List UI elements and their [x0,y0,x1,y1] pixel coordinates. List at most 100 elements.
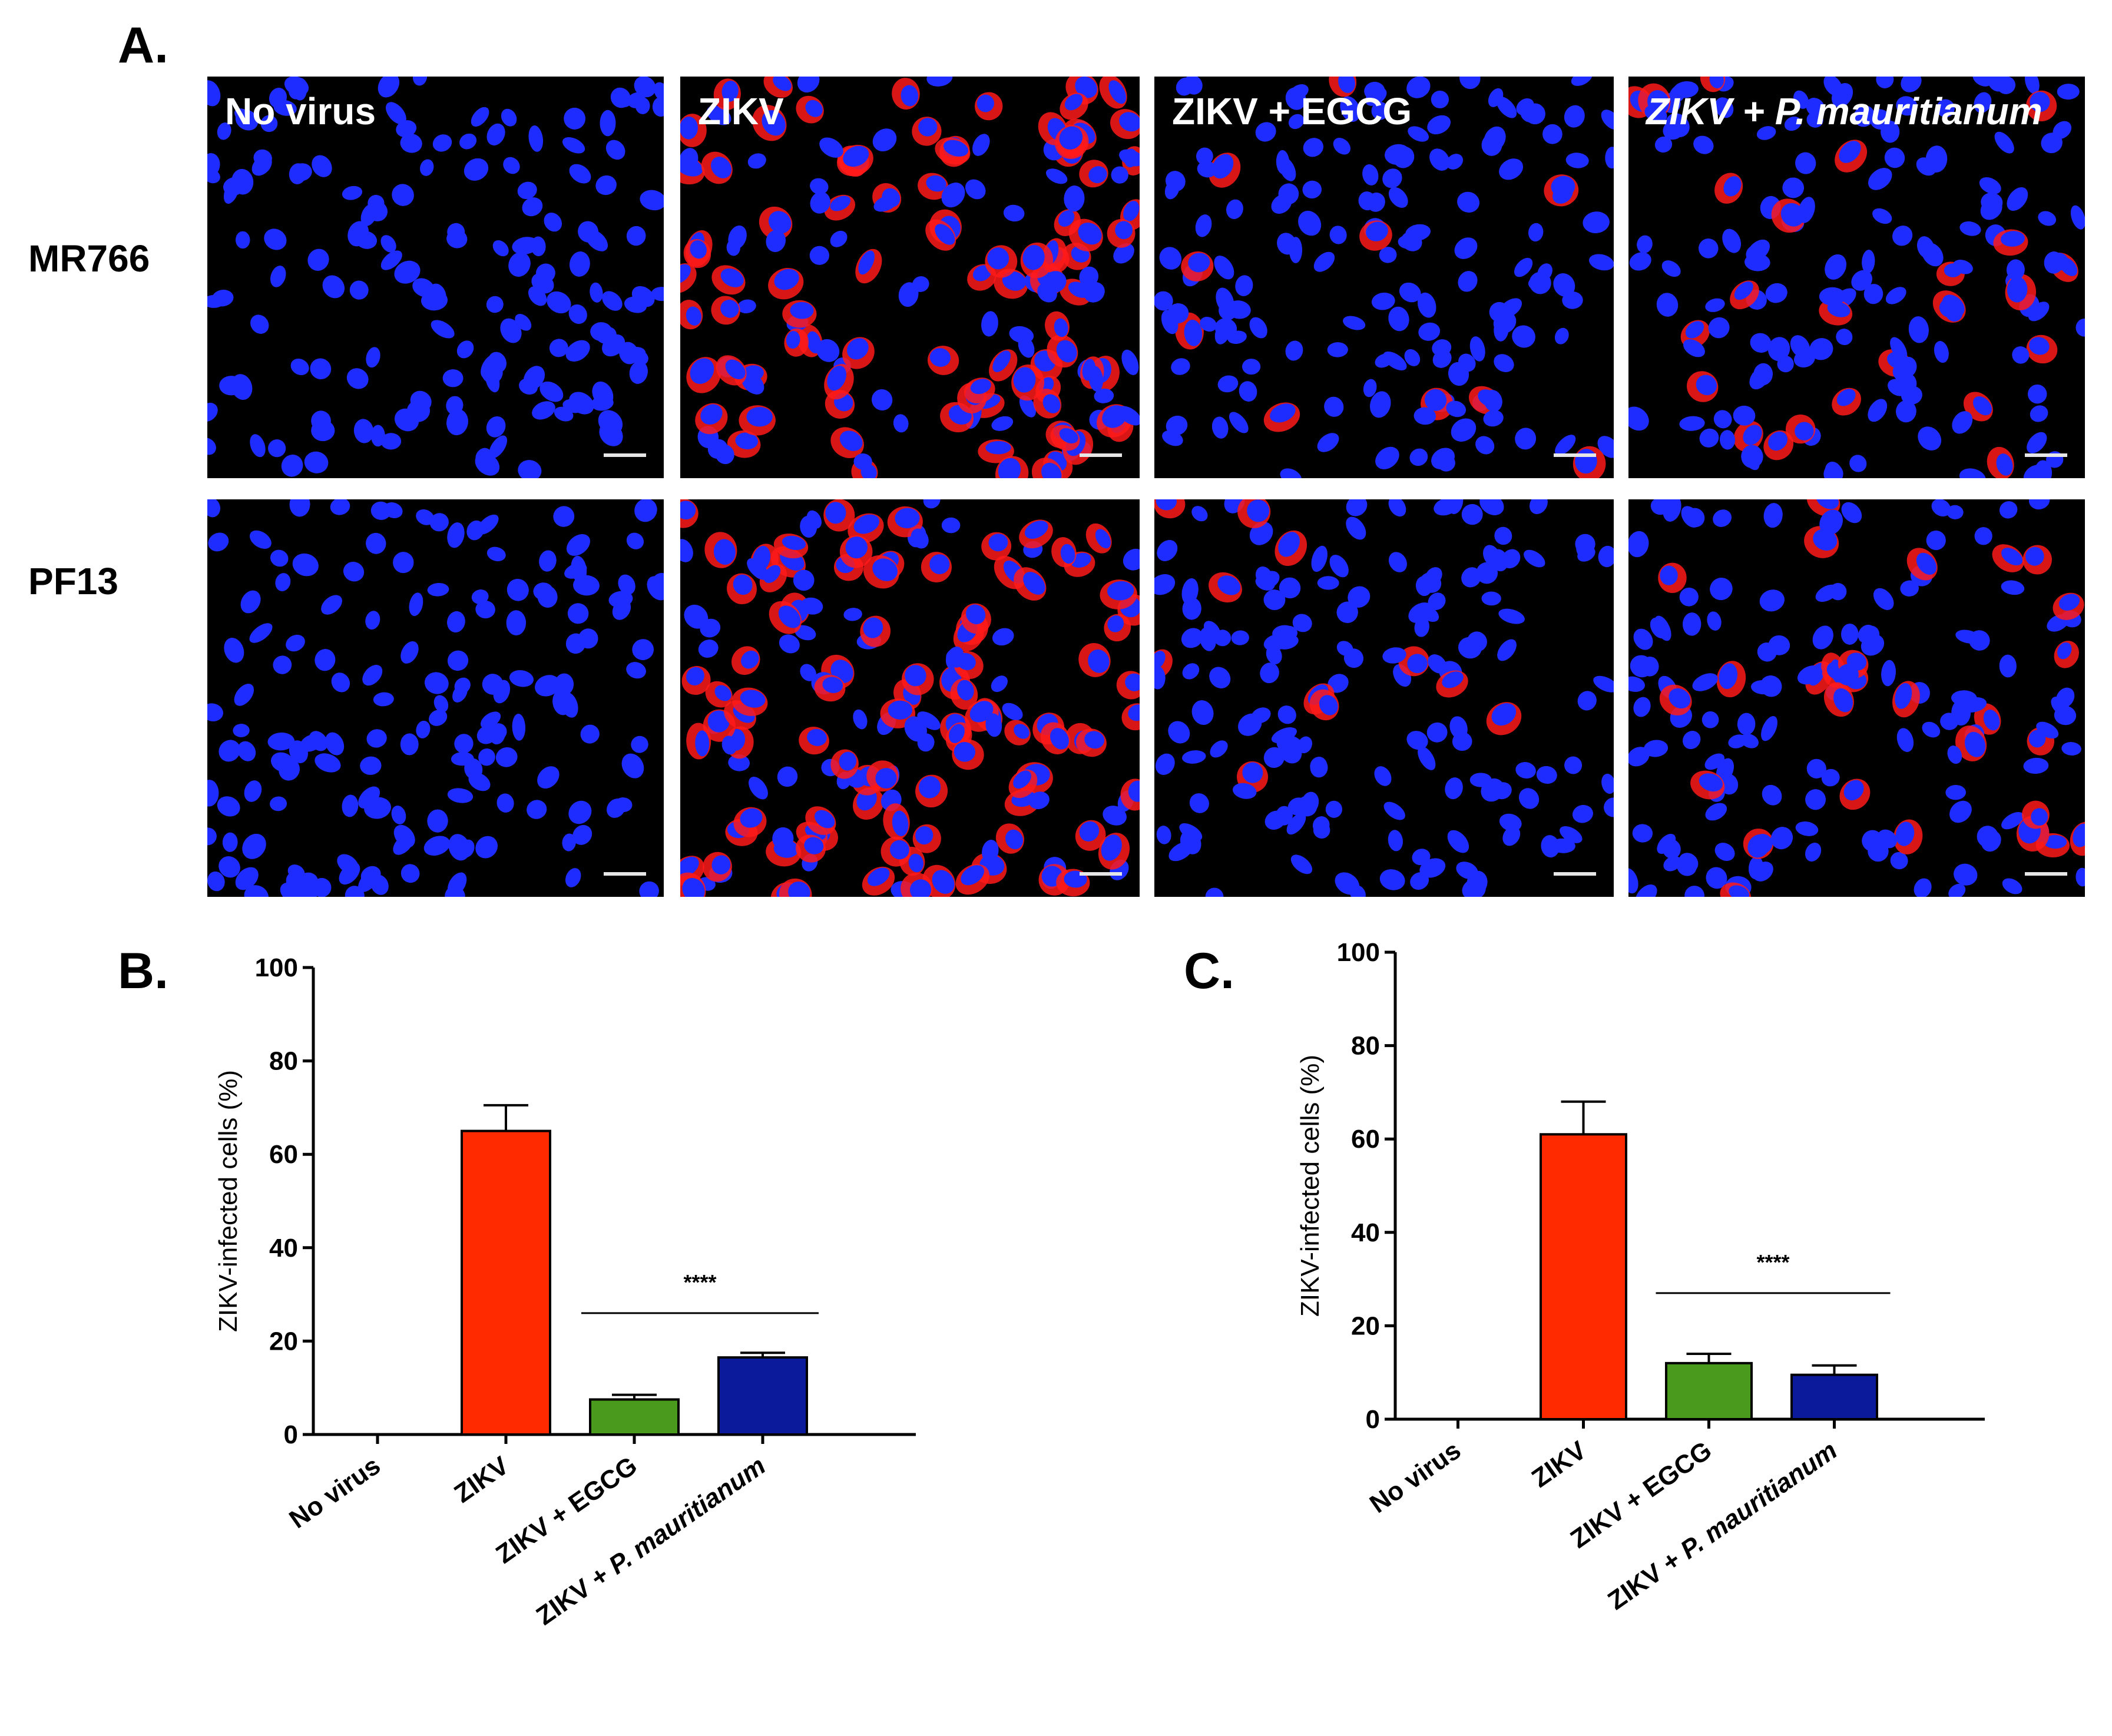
nucleus [1312,816,1330,834]
nucleus [1959,221,1981,236]
nucleus [554,673,574,695]
nucleus [1242,359,1261,375]
nucleus [773,77,792,91]
nucleus [380,235,396,253]
nucleus [1434,499,1458,516]
nucleus [626,532,644,549]
nucleus [595,175,617,196]
nucleus [1633,628,1653,650]
nucleus [353,419,374,443]
nucleus [602,291,623,311]
nucleus [1409,448,1428,466]
nucleus [632,639,654,661]
nucleus [1088,166,1107,184]
nucleus [224,638,244,663]
nucleus [1554,327,1569,344]
nucleus [1979,177,2001,194]
nucleus [737,299,756,314]
nucleus [539,550,557,572]
nucleus [740,808,763,828]
nucleus [1488,88,1504,107]
nucleus [1346,499,1368,516]
nucleus [988,534,1008,552]
nucleus [1427,115,1451,135]
nucleus [1491,703,1517,726]
nucleus [280,882,302,897]
nucleus [566,534,590,556]
nucleus [237,741,256,761]
nucleus [976,94,995,112]
nucleus [1972,396,1992,416]
nucleus [1825,254,1847,280]
nucleus [515,313,532,331]
nucleus [527,800,547,819]
nucleus [507,578,529,601]
nucleus [1939,298,1961,318]
nucleus [406,399,431,422]
nucleus [965,179,986,200]
nucleus [270,796,287,811]
nucleus [1024,521,1048,539]
nucleus [684,604,709,629]
nucleus [535,675,561,697]
nucleus [810,191,830,214]
category-label: No virus [1365,1436,1466,1519]
nucleus [626,662,646,679]
nucleus [1059,126,1083,150]
nucleus [782,535,806,551]
nucleus [569,251,590,277]
nucleus [605,140,625,160]
nucleus [1816,499,1839,509]
nucleus [2023,757,2049,774]
nucleus [629,361,648,384]
nucleus [1714,97,1734,118]
nucleus [1763,503,1783,528]
nucleus [1079,266,1099,287]
nucleus [343,561,365,582]
nucleus [992,350,1011,373]
nucleus [1379,247,1397,263]
nucleus [949,724,965,743]
y-tick-label: 0 [1366,1405,1380,1434]
nucleus [1733,405,1756,426]
nucleus [292,553,319,577]
nucleus [451,751,474,766]
nucleus [786,331,800,349]
nucleus [1279,157,1296,181]
nucleus [698,640,719,658]
nucleus [634,77,656,98]
nucleus [1108,80,1127,104]
nucleus [531,273,554,294]
nucleus [1255,575,1275,591]
nucleus [1214,256,1234,280]
nucleus [2075,319,2085,337]
nucleus [779,634,800,654]
nucleus [639,881,659,897]
nucleus [1493,782,1512,800]
nucleus [713,539,736,565]
nucleus [1371,292,1395,310]
nucleus [1128,704,1140,721]
nucleus [946,648,966,668]
nucleus [1449,716,1468,739]
nucleus [569,164,591,184]
nucleus [788,882,810,897]
nucleus [1154,291,1173,311]
nucleus [325,732,345,756]
nucleus [1064,94,1083,111]
nucleus [1746,246,1762,263]
nucleus [1637,235,1653,253]
nucleus [1280,468,1302,478]
nucleus [307,249,329,271]
nucleus [331,672,350,693]
nucleus [721,81,739,102]
nucleus [763,565,781,584]
nucleus [1362,164,1379,185]
bar [717,1356,808,1436]
nucleus [1629,252,1651,271]
nucleus [2041,132,2063,154]
nucleus [386,102,406,125]
nucleus [1562,291,1583,309]
nucleus [1456,862,1478,880]
nucleus [532,401,555,420]
